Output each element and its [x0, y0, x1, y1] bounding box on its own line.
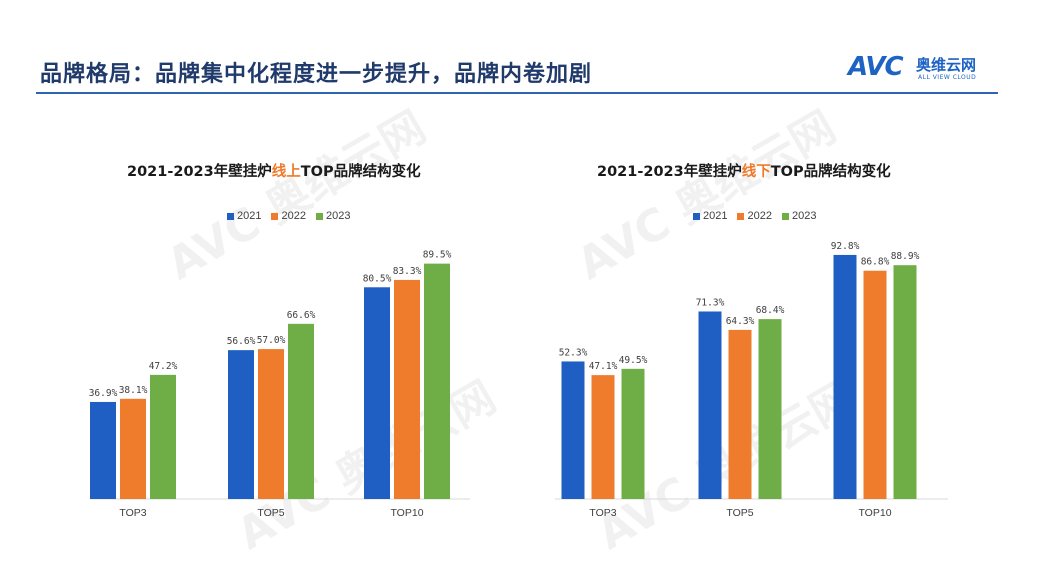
data-label-offline-top3-2022: 47.1% [589, 361, 618, 372]
bar-online-top10-2023 [424, 263, 450, 499]
bar-offline-top5-2021 [698, 311, 722, 499]
legend-item-2023: 2023 [315, 210, 351, 222]
legend-swatch-2022 [737, 212, 745, 220]
data-label-offline-top5-2022: 64.3% [726, 316, 755, 327]
chart-online-title-highlight: 线上 [271, 164, 301, 180]
tick-label-online-top5: TOP5 [257, 507, 284, 519]
legend-label-2021: 2021 [237, 210, 262, 222]
chart-offline-title-suffix: TOP品牌结构变化 [770, 164, 891, 180]
bar-online-top5-2021 [228, 350, 254, 499]
data-label-online-top3-2023: 47.2% [149, 361, 178, 372]
data-label-online-top10-2022: 83.3% [393, 266, 422, 277]
bar-offline-top5-2022 [728, 329, 752, 499]
page-title: 品牌格局：品牌集中化程度进一步提升，品牌内卷加剧 [40, 62, 593, 87]
data-label-offline-top3-2021: 52.3% [559, 347, 588, 358]
tick-label-online-top3: TOP3 [119, 507, 146, 519]
bar-online-top3-2022 [120, 398, 146, 499]
legend-item-2022: 2022 [737, 210, 772, 222]
tick-label-offline-top3: TOP3 [589, 507, 616, 519]
chart-online-legend: 2021 2022 2023 [227, 210, 350, 222]
bar-offline-top10-2021 [833, 254, 857, 499]
chart-offline-legend: 2021 2022 2023 [693, 210, 816, 222]
data-label-online-top3-2022: 38.1% [119, 385, 148, 396]
bar-offline-top3-2022 [591, 375, 615, 499]
data-label-offline-top10-2021: 92.8% [831, 241, 860, 252]
legend-label-2023: 2023 [325, 210, 351, 222]
chart-online-title: 2021-2023年壁挂炉线上TOP品牌结构变化 [127, 160, 421, 181]
bar-online-top10-2021 [364, 287, 390, 499]
data-label-online-top5-2021: 56.6% [227, 336, 256, 347]
data-label-online-top10-2021: 80.5% [363, 273, 392, 284]
legend-swatch-2023 [315, 212, 323, 220]
data-label-offline-top5-2023: 68.4% [756, 305, 785, 316]
legend-swatch-2021 [227, 212, 234, 220]
legend-swatch-2021 [693, 212, 700, 220]
legend-item-2022: 2022 [271, 210, 306, 222]
bar-offline-top3-2023 [621, 368, 645, 499]
legend-swatch-2022 [271, 212, 279, 220]
data-label-online-top5-2022: 57.0% [257, 335, 286, 346]
legend-item-2023: 2023 [781, 210, 817, 222]
chart-online-title-prefix: 2021-2023年壁挂炉 [127, 164, 272, 180]
bar-offline-top10-2023 [893, 265, 917, 499]
bar-offline-top3-2021 [561, 361, 585, 499]
legend-item-2021: 2021 [227, 210, 261, 222]
logo-avc-text: AVC [848, 52, 904, 82]
header-divider [36, 92, 998, 94]
logo-en-text: ALL VIEW CLOUD [918, 74, 977, 81]
legend-item-2021: 2021 [693, 210, 727, 222]
tick-label-offline-top10: TOP10 [858, 507, 891, 519]
legend-label-2023: 2023 [791, 210, 817, 222]
legend-label-2022: 2022 [747, 210, 772, 222]
bar-online-top3-2021 [90, 401, 116, 499]
data-label-offline-top5-2021: 71.3% [696, 297, 725, 308]
chart-offline-title: 2021-2023年壁挂炉线下TOP品牌结构变化 [597, 160, 891, 181]
tick-label-offline-top5: TOP5 [726, 507, 753, 519]
chart-online-title-suffix: TOP品牌结构变化 [300, 164, 421, 180]
bar-online-top10-2022 [394, 279, 420, 499]
legend-label-2022: 2022 [281, 210, 306, 222]
data-label-offline-top10-2023: 88.9% [891, 251, 920, 262]
logo-cn-text: 奥维云网 [916, 56, 977, 74]
tick-label-online-top10: TOP10 [390, 507, 423, 519]
data-label-online-top5-2023: 66.6% [287, 310, 316, 321]
bar-online-top5-2022 [258, 349, 284, 499]
data-label-offline-top3-2023: 49.5% [619, 355, 648, 366]
data-label-online-top3-2021: 36.9% [89, 388, 118, 399]
avc-logo: AVC 奥维云网 ALL VIEW CLOUD [848, 52, 1008, 88]
legend-swatch-2023 [781, 212, 789, 220]
bar-online-top5-2023 [288, 323, 314, 499]
legend-label-2021: 2021 [703, 210, 728, 222]
bar-offline-top10-2022 [863, 270, 887, 499]
data-label-online-top10-2023: 89.5% [423, 250, 452, 261]
data-label-offline-top10-2022: 86.8% [861, 257, 890, 268]
bar-offline-top5-2023 [758, 319, 782, 499]
chart-offline-title-highlight: 线下 [741, 164, 771, 180]
chart-offline-title-prefix: 2021-2023年壁挂炉 [597, 164, 742, 180]
bar-online-top3-2023 [150, 374, 176, 499]
